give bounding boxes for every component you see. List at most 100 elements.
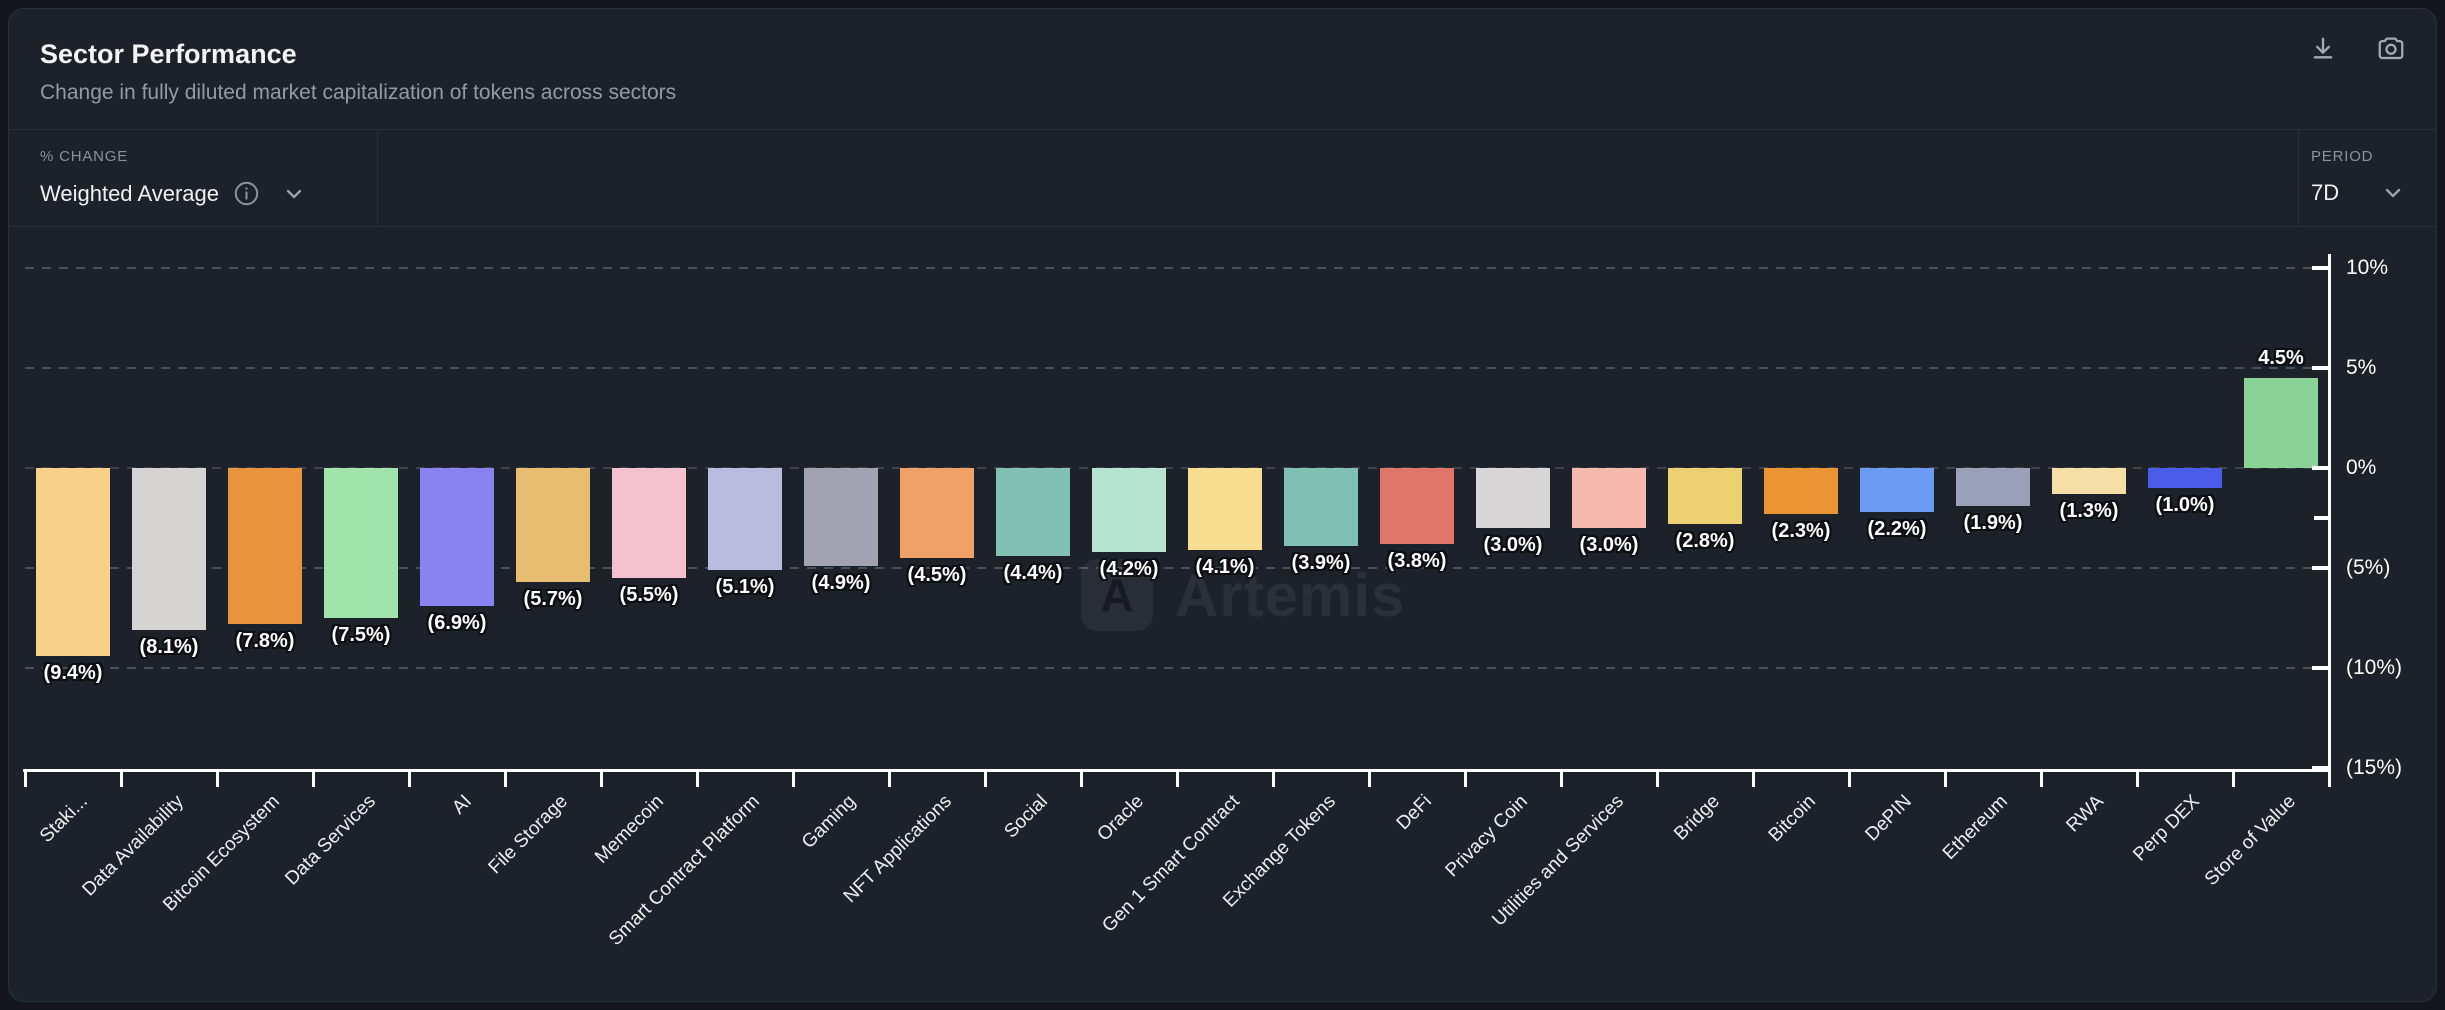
x-tick: [216, 769, 219, 787]
download-icon: [2309, 34, 2337, 62]
bar-value-label: (1.0%): [2155, 494, 2215, 516]
metric-value: Weighted Average: [40, 180, 219, 206]
bar-Bridge[interactable]: [1668, 468, 1742, 524]
x-tick: [504, 769, 507, 787]
bar-value-label: (5.1%): [715, 576, 775, 598]
y-tick-(5%): [2312, 566, 2328, 570]
x-tick: [1176, 769, 1179, 787]
period-label: PERIOD: [2311, 148, 2374, 165]
x-axis-label-Social: Social: [1000, 791, 1052, 843]
bar-value-label: (2.8%): [1675, 530, 1735, 552]
watermark-text: Artemis: [1175, 561, 1406, 629]
x-axis-label-Data Availability: Data Availability: [78, 791, 188, 901]
bar-Staki...[interactable]: [36, 468, 110, 656]
bar-DePIN[interactable]: [1860, 468, 1934, 512]
bar-NFT Applications[interactable]: [900, 468, 974, 558]
x-axis-label-Gaming: Gaming: [797, 791, 860, 853]
y-tick-(10%): [2312, 666, 2328, 670]
bar-DeFi[interactable]: [1380, 468, 1454, 544]
bar-Oracle[interactable]: [1092, 468, 1166, 552]
x-tick: [1848, 769, 1851, 787]
bar-Privacy Coin[interactable]: [1476, 468, 1550, 528]
bar-value-label: (8.1%): [139, 636, 199, 658]
bar-Memecoin[interactable]: [612, 468, 686, 578]
x-axis-label-Bridge: Bridge: [1670, 791, 1724, 845]
chevron-down-icon: [2381, 181, 2405, 205]
bar-Perp DEX[interactable]: [2148, 468, 2222, 488]
bar-value-label: 4.5%: [2258, 347, 2304, 369]
x-tick: [1752, 769, 1755, 787]
x-axis-label-Utilities and Services: Utilities and Services: [1488, 791, 1628, 931]
x-axis-label-Gen 1 Smart Contract: Gen 1 Smart Contract: [1098, 791, 1244, 937]
x-axis-label-Perp DEX: Perp DEX: [2129, 791, 2204, 866]
bar-value-label: (9.4%): [43, 662, 103, 684]
y-axis-label: (5%): [2346, 556, 2391, 579]
x-axis-label-Data Services: Data Services: [281, 791, 380, 890]
bar-value-label: (3.9%): [1291, 552, 1351, 574]
period-dropdown[interactable]: 7D: [2311, 180, 2405, 206]
gridline--5: [25, 567, 2328, 569]
bar-AI[interactable]: [420, 468, 494, 606]
bar-Data Availability[interactable]: [132, 468, 206, 630]
bar-Data Services[interactable]: [324, 468, 398, 618]
bar-value-label: (4.1%): [1195, 556, 1255, 578]
bar-Store of Value[interactable]: [2244, 378, 2318, 468]
y-axis-label: 5%: [2346, 356, 2377, 379]
camera-icon: [2376, 33, 2406, 63]
bar-Social[interactable]: [996, 468, 1070, 556]
x-tick: [2136, 769, 2139, 787]
x-axis-label-Oracle: Oracle: [1093, 791, 1148, 846]
download-button[interactable]: [2306, 31, 2340, 65]
x-axis-label-NFT Applications: NFT Applications: [839, 791, 956, 908]
x-tick: [888, 769, 891, 787]
x-tick: [600, 769, 603, 787]
x-tick: [1464, 769, 1467, 787]
bar-value-label: (1.3%): [2059, 500, 2119, 522]
x-tick: [312, 769, 315, 787]
metric-label: % CHANGE: [40, 148, 129, 165]
y-tick-5%: [2312, 366, 2328, 370]
period-value: 7D: [2311, 180, 2340, 205]
y-axis-label: (15%): [2346, 756, 2403, 779]
bar-RWA[interactable]: [2052, 468, 2126, 494]
x-axis-label-Privacy Coin: Privacy Coin: [1441, 791, 1532, 882]
bar-Gen 1 Smart Contract[interactable]: [1188, 468, 1262, 550]
y-axis-label: (10%): [2346, 656, 2403, 679]
x-axis-label-Memecoin: Memecoin: [591, 791, 668, 868]
bar-Bitcoin[interactable]: [1764, 468, 1838, 514]
bar-value-label: (3.0%): [1483, 534, 1543, 556]
x-tick: [2040, 769, 2043, 787]
x-axis-label-Store of Value: Store of Value: [2200, 791, 2300, 891]
x-axis-label-File Storage: File Storage: [484, 791, 572, 879]
metric-dropdown[interactable]: Weighted Average: [40, 180, 306, 207]
info-icon[interactable]: [233, 180, 260, 207]
bar-Ethereum[interactable]: [1956, 468, 2030, 506]
x-axis-label-Bitcoin: Bitcoin: [1764, 791, 1820, 847]
x-axis-label-DePIN: DePIN: [1861, 791, 1916, 846]
x-axis-label-Bitcoin Ecosystem: Bitcoin Ecosystem: [159, 791, 284, 916]
y-tick-10%: [2312, 266, 2328, 270]
x-tick: [696, 769, 699, 787]
screenshot-button[interactable]: [2374, 31, 2408, 65]
bar-Gaming[interactable]: [804, 468, 878, 566]
x-tick: [2328, 769, 2331, 787]
bar-Bitcoin Ecosystem[interactable]: [228, 468, 302, 624]
x-tick: [792, 769, 795, 787]
bar-Exchange Tokens[interactable]: [1284, 468, 1358, 546]
bar-value-label: (3.0%): [1579, 534, 1639, 556]
bar-value-label: (4.2%): [1099, 558, 1159, 580]
page-title: Sector Performance: [40, 39, 297, 69]
page-subtitle: Change in fully diluted market capitaliz…: [40, 81, 677, 104]
y-axis-label: 0%: [2346, 456, 2377, 479]
bar-Utilities and Services[interactable]: [1572, 468, 1646, 528]
x-axis-label-RWA: RWA: [2062, 791, 2108, 837]
bar-value-label: (2.3%): [1771, 520, 1831, 542]
chart-controls: % CHANGE Weighted Average PERIOD 7D: [9, 129, 2436, 227]
bar-Smart Contract Platform[interactable]: [708, 468, 782, 570]
bar-File Storage[interactable]: [516, 468, 590, 582]
bar-value-label: (6.9%): [427, 612, 487, 634]
x-tick: [1080, 769, 1083, 787]
chevron-down-icon: [282, 182, 306, 206]
controls-divider-right: [2298, 130, 2299, 226]
x-tick: [1944, 769, 1947, 787]
